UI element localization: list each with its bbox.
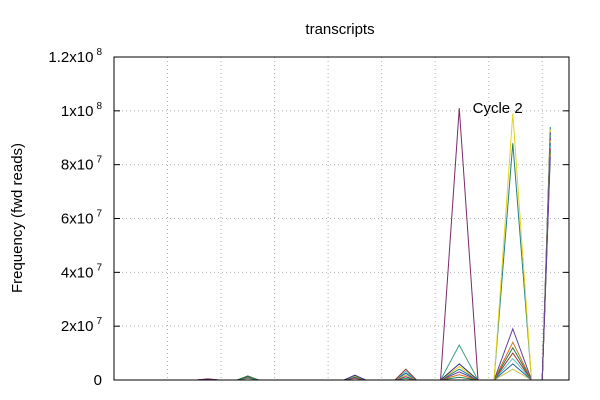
series-line [440, 365, 479, 381]
series-line [493, 368, 532, 381]
series-line [440, 108, 479, 381]
y-ticks: 0 2x10 7 4x10 7 6x10 7 8x10 7 1x10 8 1.2x10 8 [48, 47, 569, 389]
y-tick-label: 2x10 7 [61, 316, 103, 335]
cycle-annotation: Cycle 2 [473, 100, 523, 117]
series-line [440, 363, 479, 381]
series-line [440, 374, 479, 381]
series-line [440, 368, 479, 381]
series-line [440, 376, 479, 381]
y-tick-label: 4x10 7 [61, 262, 103, 281]
series-line [493, 143, 533, 381]
series-line [394, 374, 417, 381]
series-line [493, 352, 532, 381]
y-tick-label: 8x10 7 [61, 155, 103, 174]
y-tick-label: 1.2x10 8 [48, 47, 102, 66]
series-line [394, 370, 417, 381]
series-line [394, 368, 417, 381]
series-line [493, 363, 532, 381]
series-line [493, 341, 532, 381]
series-line [493, 346, 532, 381]
y-tick-label: 0 [94, 372, 102, 389]
series-line [343, 374, 366, 381]
data-lines [196, 108, 551, 381]
series-line [541, 156, 551, 381]
series-line [236, 375, 259, 381]
series-line [493, 113, 533, 381]
series-line [394, 377, 417, 381]
series-line [493, 357, 532, 381]
series-line [440, 343, 479, 381]
series-line [440, 371, 479, 381]
y-axis-title: Frequency (fwd reads) [9, 143, 26, 293]
y-tick-label: 6x10 7 [61, 209, 103, 228]
y-tick-label: 1x10 8 [61, 101, 103, 120]
chart-title: transcripts [305, 21, 374, 38]
series-line [493, 327, 532, 381]
